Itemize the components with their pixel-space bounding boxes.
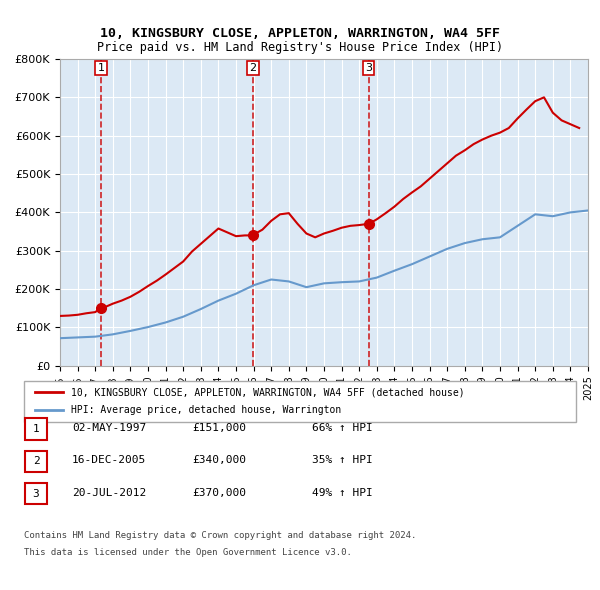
FancyBboxPatch shape <box>25 451 47 472</box>
Text: £340,000: £340,000 <box>192 455 246 465</box>
Text: This data is licensed under the Open Government Licence v3.0.: This data is licensed under the Open Gov… <box>24 548 352 556</box>
Text: Price paid vs. HM Land Registry's House Price Index (HPI): Price paid vs. HM Land Registry's House … <box>97 41 503 54</box>
Text: £151,000: £151,000 <box>192 423 246 432</box>
Text: 20-JUL-2012: 20-JUL-2012 <box>72 488 146 497</box>
FancyBboxPatch shape <box>25 418 47 440</box>
Text: 66% ↑ HPI: 66% ↑ HPI <box>312 423 373 432</box>
Text: £370,000: £370,000 <box>192 488 246 497</box>
Text: 49% ↑ HPI: 49% ↑ HPI <box>312 488 373 497</box>
Text: 2: 2 <box>32 457 40 466</box>
Text: 35% ↑ HPI: 35% ↑ HPI <box>312 455 373 465</box>
FancyBboxPatch shape <box>25 483 47 504</box>
Text: 2: 2 <box>249 63 256 73</box>
Text: 10, KINGSBURY CLOSE, APPLETON, WARRINGTON, WA4 5FF: 10, KINGSBURY CLOSE, APPLETON, WARRINGTO… <box>100 27 500 40</box>
Text: 1: 1 <box>32 424 40 434</box>
Text: 3: 3 <box>32 489 40 499</box>
Text: 3: 3 <box>365 63 372 73</box>
FancyBboxPatch shape <box>24 381 576 422</box>
Text: 02-MAY-1997: 02-MAY-1997 <box>72 423 146 432</box>
Text: 16-DEC-2005: 16-DEC-2005 <box>72 455 146 465</box>
Text: 1: 1 <box>98 63 104 73</box>
Text: HPI: Average price, detached house, Warrington: HPI: Average price, detached house, Warr… <box>71 405 341 415</box>
Text: 10, KINGSBURY CLOSE, APPLETON, WARRINGTON, WA4 5FF (detached house): 10, KINGSBURY CLOSE, APPLETON, WARRINGTO… <box>71 387 464 397</box>
Text: Contains HM Land Registry data © Crown copyright and database right 2024.: Contains HM Land Registry data © Crown c… <box>24 531 416 540</box>
